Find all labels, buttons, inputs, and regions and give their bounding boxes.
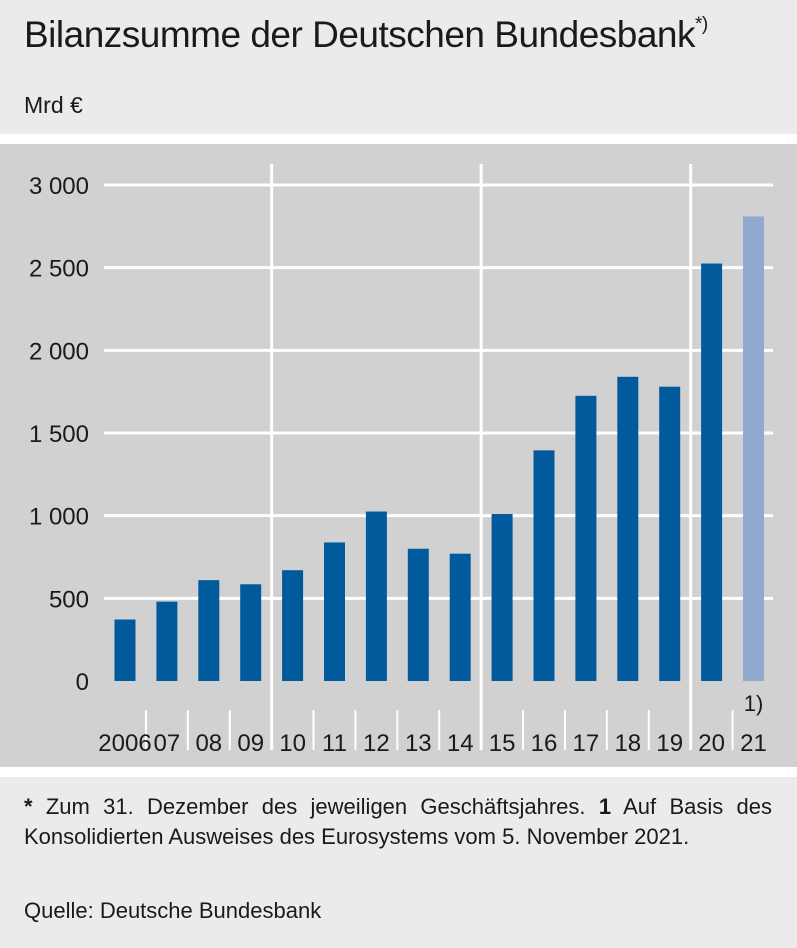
x-tick-label: 21 — [740, 730, 767, 757]
bar — [659, 386, 681, 681]
y-tick-label: 500 — [49, 586, 89, 613]
x-tick-label: 2006 — [98, 730, 151, 757]
y-tick-label: 3 000 — [29, 173, 89, 200]
y-tick-label: 2 500 — [29, 256, 89, 283]
annotations: 1) — [744, 691, 764, 716]
footnote-text: Auf Basis des Konsolidierten Ausweises d… — [24, 794, 772, 849]
grid-lines — [104, 164, 773, 750]
y-tick-label: 1 000 — [29, 504, 89, 531]
bar — [198, 580, 220, 681]
x-tick-label: 13 — [405, 730, 432, 757]
note-text: Zum 31. Dezember des jeweiligen Geschäft… — [32, 794, 599, 819]
bar — [449, 553, 471, 681]
x-tick-label: 16 — [531, 730, 558, 757]
note-marker: * — [24, 794, 33, 819]
title-footnote-marker: *) — [695, 13, 708, 35]
x-tick-label: 07 — [154, 730, 181, 757]
chart-title-text: Bilanzsumme der Deutschen Bundesbank — [24, 14, 696, 55]
bars — [114, 216, 764, 681]
y-tick-label: 2 000 — [29, 338, 89, 365]
source-line: Quelle: Deutsche Bundesbank — [24, 898, 322, 923]
bar — [491, 514, 513, 681]
footnote-marker: 1 — [598, 794, 612, 819]
bar — [282, 570, 304, 681]
x-tick-label: 10 — [279, 730, 306, 757]
x-tick-label: 12 — [363, 730, 390, 757]
footnote: * Zum 31. Dezember des jeweiligen Geschä… — [24, 792, 772, 852]
x-tick-label: 20 — [698, 730, 725, 757]
x-tick-label: 14 — [447, 730, 474, 757]
bar — [533, 450, 555, 681]
x-tick-labels: 2006 07 08 09 10 11 12 13 14 15 16 17 18 19 20 21 — [98, 730, 767, 757]
bar — [365, 511, 387, 681]
y-tick-label: 1 500 — [29, 421, 89, 448]
bar — [701, 263, 723, 681]
unit-label: Mrd € — [24, 92, 83, 118]
bar — [407, 548, 429, 681]
x-tick-label: 15 — [489, 730, 516, 757]
y-tick-label: 0 — [76, 669, 89, 696]
x-tick-label: 11 — [322, 730, 347, 757]
x-tick-label: 08 — [195, 730, 222, 757]
bar — [114, 619, 136, 681]
bar-annotation: 1) — [744, 691, 764, 716]
x-tick-label: 18 — [614, 730, 641, 757]
bottom-separator — [0, 767, 797, 777]
bar — [743, 216, 764, 681]
x-tick-label: 09 — [237, 730, 264, 757]
bar — [575, 395, 597, 681]
x-tick-label: 17 — [573, 730, 600, 757]
top-separator — [0, 134, 797, 144]
bar — [240, 584, 262, 681]
bar — [617, 376, 639, 681]
bar — [324, 542, 345, 681]
x-tick-label: 19 — [656, 730, 683, 757]
chart-title: Bilanzsumme der Deutschen Bundesbank*) — [24, 14, 708, 56]
y-tick-labels: 0 500 1 000 1 500 2 000 2 500 3 000 — [29, 173, 89, 696]
bar — [156, 601, 178, 681]
